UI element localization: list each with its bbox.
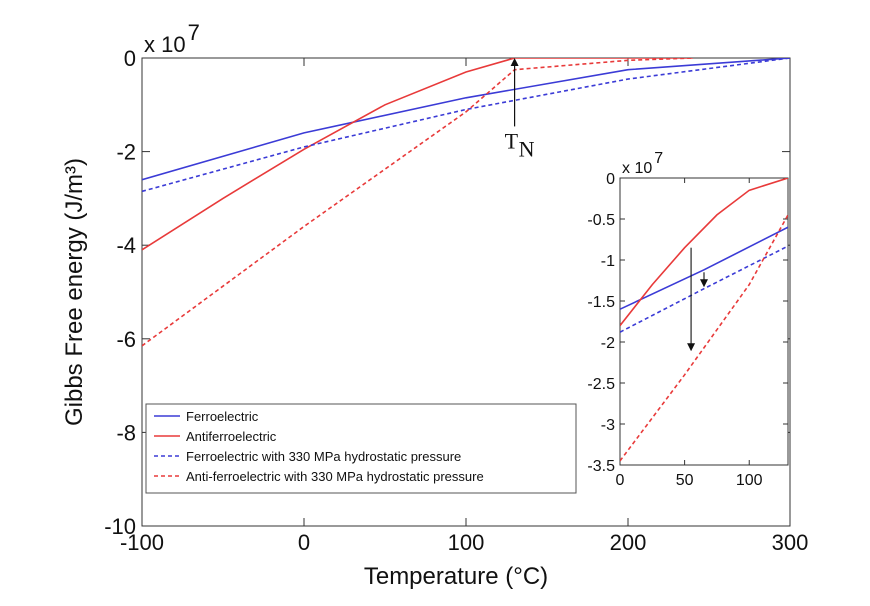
main-x-tick-label: 0 xyxy=(298,530,310,555)
legend: Ferroelectric Antiferroelectric Ferroelect… xyxy=(145,403,577,494)
inset-x-tick-label: 0 xyxy=(616,472,625,489)
main-x-tick-label: -100 xyxy=(120,530,164,555)
main-series-2-line xyxy=(142,58,693,251)
inset-x-tick-label: 100 xyxy=(736,472,763,489)
inset-y-tick-label: -3 xyxy=(601,417,615,434)
main-x-tick-label: 300 xyxy=(772,530,809,555)
inset-y-multiplier: x 10 xyxy=(622,160,652,177)
legend-entry-1: Ferroelectric xyxy=(186,409,259,424)
tn-annotation-subscript: N xyxy=(519,136,535,161)
main-y-tick-label: -8 xyxy=(116,420,136,445)
legend-entry-2: Antiferroelectric xyxy=(186,429,277,444)
inset-y-tick-label: -1.5 xyxy=(587,294,615,311)
main-y-tick-label: -6 xyxy=(116,327,136,352)
main-y-multiplier-exponent: 7 xyxy=(188,20,200,45)
main-y-tick-label: -2 xyxy=(116,140,136,165)
main-series-4-line xyxy=(142,58,693,347)
inset-y-tick-label: -3.5 xyxy=(587,458,615,475)
x-axis-label: Temperature (°C) xyxy=(364,563,548,590)
inset-y-tick-label: -2.5 xyxy=(587,376,615,393)
main-y-tick-label: -4 xyxy=(116,233,136,258)
inset-plot-frame xyxy=(619,177,789,466)
inset-series-3-line xyxy=(620,245,788,333)
inset-series-4-line xyxy=(620,214,788,462)
tn-annotation: T xyxy=(505,128,519,153)
main-y-multiplier: x 10 xyxy=(144,32,186,57)
inset-y-tick-label: -0.5 xyxy=(587,212,615,229)
main-series-1-line xyxy=(142,58,790,181)
inset-y-tick-label: -2 xyxy=(601,335,615,352)
y-axis-label: Gibbs Free energy (J/m³) xyxy=(61,158,88,426)
legend-entry-3: Ferroelectric with 330 MPa hydrostatic p… xyxy=(186,449,461,464)
inset-series-1-line xyxy=(620,226,788,310)
inset-series-2-line xyxy=(620,178,788,327)
main-x-tick-label: 200 xyxy=(610,530,647,555)
inset-y-tick-label: -1 xyxy=(601,253,615,270)
legend-box xyxy=(145,403,577,494)
main-x-tick-label: 100 xyxy=(448,530,485,555)
inset-x-tick-label: 50 xyxy=(676,472,694,489)
inset-y-tick-label: 0 xyxy=(606,171,615,188)
main-y-tick-label: 0 xyxy=(124,46,136,71)
main-y-tick-label: -10 xyxy=(104,514,136,539)
inset-plot: 0 50 100 0 -0.5 -1 -1.5 -2 -2.5 -3 -3.5 x 107 xyxy=(587,150,789,489)
main-series-3-line xyxy=(142,58,790,193)
inset-y-multiplier-exponent: 7 xyxy=(654,150,663,167)
legend-entry-4: Anti-ferroelectric with 330 MPa hydrosta… xyxy=(186,469,484,484)
